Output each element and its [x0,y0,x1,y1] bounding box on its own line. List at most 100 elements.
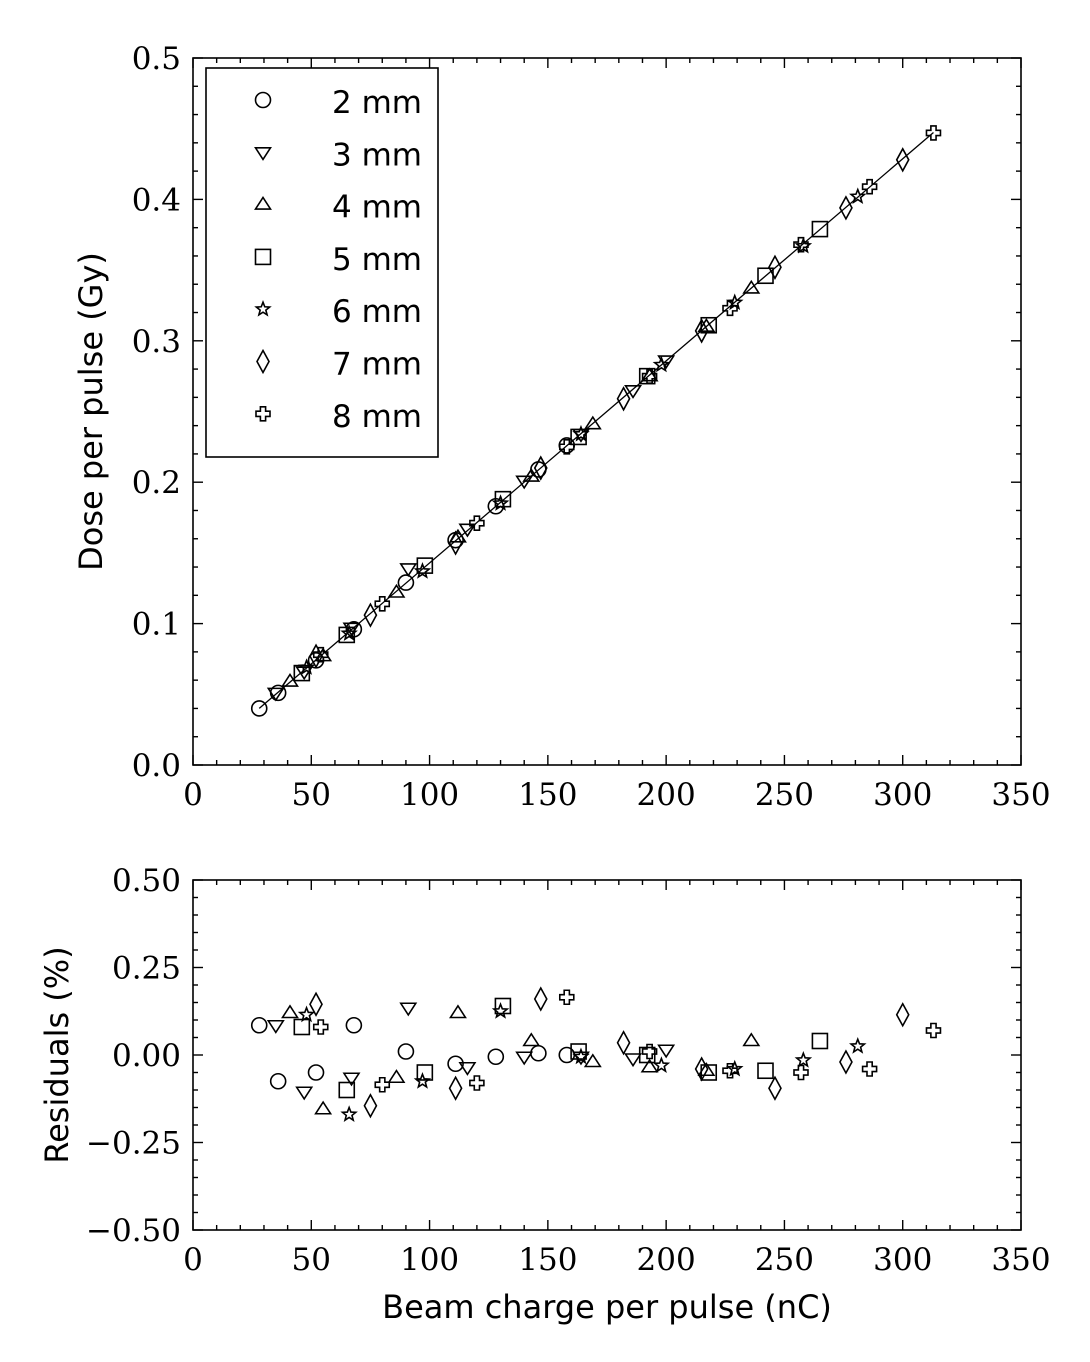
data-point [338,1081,356,1099]
series-4-mm [281,1004,761,1115]
data-point [297,658,316,675]
y-tick-label: 0.3 [132,324,181,360]
series-5-mm [293,997,829,1099]
data-point [413,562,432,579]
y-tick-label: 0.25 [112,951,181,987]
data-point [416,1064,434,1081]
data-point [281,1004,299,1019]
y-axis-label: Dose per pulse (Gy) [72,252,110,571]
data-point [570,1043,587,1060]
legend-marker [255,405,271,422]
data-point [861,178,878,195]
data-point [458,1061,477,1076]
data-point [583,1053,602,1068]
data-point [616,386,631,412]
data-point [624,384,642,399]
data-point [624,1053,642,1068]
data-point [793,1064,809,1081]
data-point [522,1032,541,1047]
data-point [697,318,716,332]
y-tick-label: 0.4 [132,182,181,218]
data-point [447,1055,464,1073]
data-point [794,1051,813,1068]
legend-label: 4 mm [332,190,422,226]
y-tick-label: 0.1 [132,607,181,643]
series-8-mm [312,125,942,663]
legend-marker [254,147,272,161]
data-point [895,147,910,173]
legend-box [205,67,439,458]
data-point [293,1018,311,1036]
data-point [848,187,867,205]
data-point [697,1062,716,1077]
data-point [533,455,548,481]
data-point [312,1019,329,1035]
legend-marker [254,195,272,210]
data-point [494,997,512,1015]
data-point [494,490,512,508]
x-tick-label: 200 [637,1242,696,1278]
data-point [572,1047,590,1065]
data-point [515,475,534,490]
series-7-mm [309,147,910,669]
data-point [530,1044,547,1062]
linear-fit-line [258,132,934,709]
data-point [742,1032,761,1047]
x-tick-label: 350 [991,1242,1050,1278]
data-point [491,1002,510,1019]
data-point [793,236,809,253]
data-point [491,494,510,511]
data-point [640,1058,659,1073]
data-point [558,989,575,1006]
data-point [700,316,718,334]
data-point [652,355,671,373]
data-point [469,1075,485,1091]
data-point [338,626,356,644]
dose-panel: 0 50 100 150 200 250 300 350 0.0 0.1 0.2 0.3 0.4 0.5 D… [72,41,1051,813]
data-point [583,415,602,430]
y-tick-label: −0.25 [86,1126,181,1162]
data-point [342,1072,361,1087]
x-tick-label: 100 [400,1242,459,1278]
data-point [297,1005,316,1023]
data-point [768,1075,782,1101]
data-point [616,1030,631,1056]
data-point [925,1022,942,1039]
legend-marker [254,299,272,317]
data-point [312,646,329,663]
data-point [895,1002,910,1028]
data-point [266,687,285,702]
data-point [413,1072,432,1089]
legend-marker [256,348,270,375]
data-point [295,666,314,681]
data-point [757,1062,774,1080]
data-point [397,574,415,591]
data-point [700,1064,718,1081]
legend-marker [254,248,272,266]
data-point [925,125,942,141]
residuals-panel: 0 50 100 150 200 250 300 350 −0.50 −0.25 0.00 0.25 0… [38,863,1051,1326]
data-point [269,1072,287,1090]
data-point [266,1019,285,1034]
data-point [387,1069,406,1084]
data-point [515,1051,534,1066]
data-point [314,1100,333,1115]
data-point [641,368,658,384]
data-point [309,991,323,1017]
data-point [387,583,406,598]
legend-label: 5 mm [332,242,422,278]
legend-label: 3 mm [332,137,422,173]
x-axis-label: Beam charge per pulse (nC) [382,1288,832,1326]
legend-label: 8 mm [332,399,422,435]
series-5-mm [293,220,829,682]
legend-label: 6 mm [332,294,422,330]
x-tick-label: 250 [755,777,814,813]
x-tick-label: 200 [637,777,696,813]
data-point [640,367,659,382]
data-point [641,1043,658,1060]
series-2-mm [250,1016,576,1090]
data-point [725,1059,744,1077]
data-point [363,1093,378,1119]
legend: 2 mm 3 mm 4 mm 5 mm 6 mm 7 mm 8 mm [205,67,439,458]
